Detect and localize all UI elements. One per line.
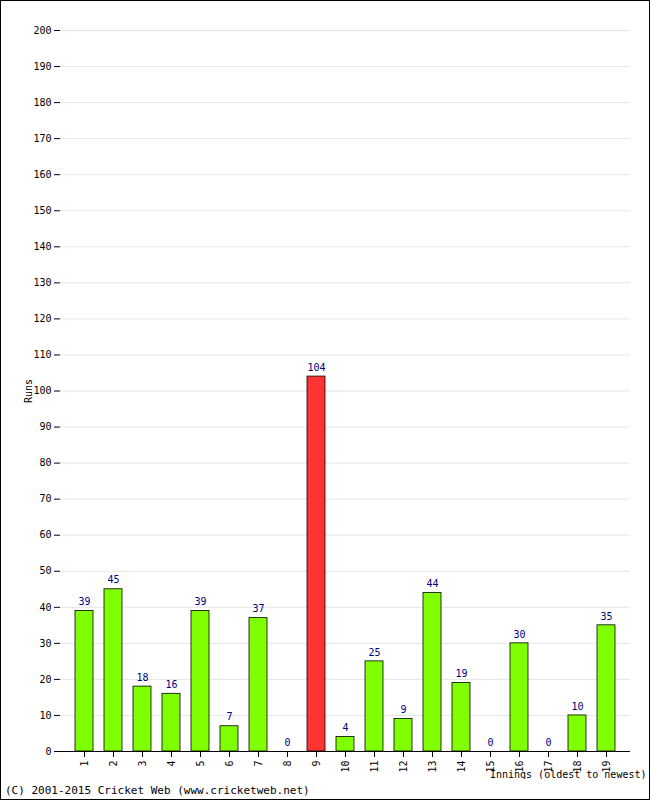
svg-text:4: 4 <box>166 761 177 767</box>
svg-text:170: 170 <box>33 133 51 144</box>
svg-text:39: 39 <box>78 596 90 607</box>
svg-text:5: 5 <box>195 761 206 767</box>
svg-text:80: 80 <box>39 457 51 468</box>
svg-text:60: 60 <box>39 529 51 540</box>
svg-text:7: 7 <box>226 711 232 722</box>
svg-text:1: 1 <box>79 761 90 767</box>
html-text:(C) 2001-2015 Cricket Web (www: (C) 2001-2015 Cricket Web (www.cricketwe… <box>5 784 310 797</box>
svg-text:25: 25 <box>368 647 380 658</box>
svg-text:12: 12 <box>398 761 409 773</box>
svg-text:50: 50 <box>39 565 51 576</box>
svg-text:3: 3 <box>137 761 148 767</box>
svg-text:16: 16 <box>513 760 525 773</box>
svg-text:104: 104 <box>307 362 325 373</box>
svg-text:70: 70 <box>39 493 51 504</box>
svg-text:30: 30 <box>39 638 51 649</box>
svg-text:17: 17 <box>542 760 554 773</box>
svg-text:35: 35 <box>600 611 612 622</box>
svg-text:2: 2 <box>108 761 119 767</box>
svg-text:120: 120 <box>33 313 51 324</box>
svg-text:20: 20 <box>39 674 51 685</box>
svg-text:18: 18 <box>136 672 148 683</box>
svg-text:40: 40 <box>39 602 51 613</box>
svg-text:180: 180 <box>33 97 51 108</box>
svg-text:160: 160 <box>33 169 51 180</box>
svg-text:9: 9 <box>400 704 406 715</box>
svg-text:130: 130 <box>33 277 51 288</box>
svg-text:150: 150 <box>33 205 51 216</box>
svg-text:100: 100 <box>33 385 51 396</box>
svg-text:90: 90 <box>39 421 51 432</box>
svg-text:0: 0 <box>545 737 551 748</box>
svg-text:37: 37 <box>252 603 264 614</box>
svg-text:15: 15 <box>484 760 496 773</box>
svg-text:11: 11 <box>369 761 380 773</box>
svg-text:19: 19 <box>600 760 612 773</box>
svg-text:10: 10 <box>340 761 351 773</box>
svg-text:110: 110 <box>33 349 51 360</box>
svg-text:10: 10 <box>571 701 583 712</box>
svg-text:140: 140 <box>33 241 51 252</box>
svg-text:14: 14 <box>456 761 467 773</box>
svg-text:0: 0 <box>284 737 290 748</box>
svg-text:200: 200 <box>33 25 51 36</box>
svg-text:9: 9 <box>311 761 322 767</box>
svg-text:16: 16 <box>165 679 177 690</box>
svg-text:18: 18 <box>571 760 583 773</box>
svg-text:190: 190 <box>33 61 51 72</box>
svg-text:7: 7 <box>253 761 264 767</box>
svg-text:44: 44 <box>426 578 438 589</box>
svg-text:39: 39 <box>194 596 206 607</box>
svg-text:Innings (oldest to newest): Innings (oldest to newest) <box>490 769 647 780</box>
svg-text:0: 0 <box>45 746 51 757</box>
svg-text:13: 13 <box>427 761 438 773</box>
svg-text:10: 10 <box>39 710 51 721</box>
svg-text:0: 0 <box>487 737 493 748</box>
svg-text:6: 6 <box>224 761 235 767</box>
svg-text:45: 45 <box>107 574 119 585</box>
svg-text:19: 19 <box>455 668 467 679</box>
svg-text:8: 8 <box>282 761 293 767</box>
svg-text:4: 4 <box>342 722 348 733</box>
svg-text:Runs: Runs <box>23 379 34 403</box>
svg-text:30: 30 <box>513 629 525 640</box>
